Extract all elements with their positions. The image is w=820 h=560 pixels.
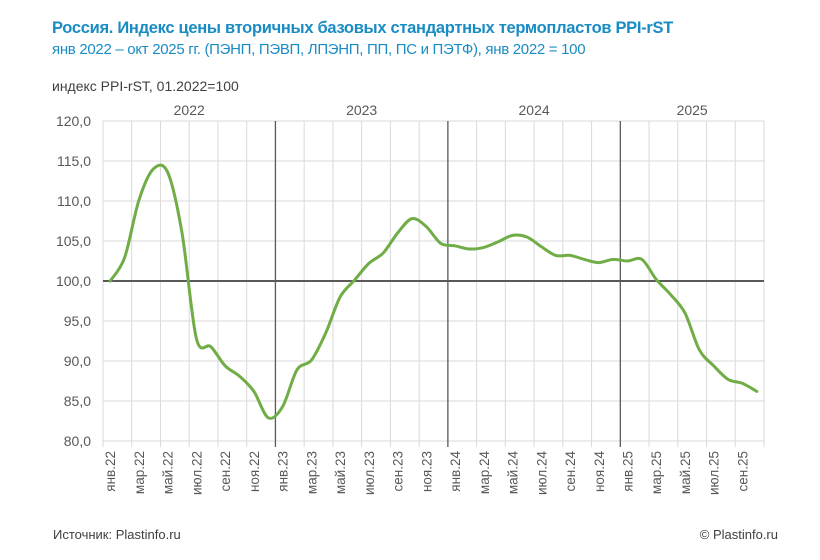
series xyxy=(108,163,759,420)
grid xyxy=(102,120,765,447)
data-point xyxy=(137,199,140,202)
data-point xyxy=(497,240,500,243)
x-tick-label: янв.22 xyxy=(103,451,118,492)
y-tick-label: 120,0 xyxy=(56,113,91,129)
chart-subtitle: янв 2022 – окт 2025 гг. (ПЭНП, ПЭВП, ЛПЭ… xyxy=(52,41,586,58)
data-point xyxy=(698,348,701,351)
data-point xyxy=(224,364,227,367)
data-point xyxy=(324,332,327,335)
y-tick-label: 100,0 xyxy=(56,273,91,289)
data-point xyxy=(597,261,600,264)
x-tick-label: мар.24 xyxy=(477,451,492,495)
copyright-note: © Plastinfo.ru xyxy=(699,527,778,542)
data-point xyxy=(439,242,442,245)
data-point xyxy=(425,225,428,228)
year-label: 2025 xyxy=(677,102,708,118)
data-point xyxy=(339,296,342,299)
y-tick-label: 90,0 xyxy=(64,353,91,369)
chart-title: Россия. Индекс цены вторичных базовых ст… xyxy=(52,19,673,37)
x-tick-label: мар.25 xyxy=(649,451,664,494)
data-point xyxy=(640,258,643,261)
x-tick-label: сен.24 xyxy=(563,451,578,492)
x-tick-label: ноя.22 xyxy=(247,451,262,492)
y-tick-label: 80,0 xyxy=(64,433,91,449)
x-tick-label: мар.23 xyxy=(304,451,319,494)
data-point xyxy=(727,378,730,381)
year-labels: 2022 2023 2024 2025 xyxy=(174,102,708,118)
source-note: Источник: Plastinfo.ru xyxy=(53,527,181,542)
data-point xyxy=(482,246,485,249)
x-tick-label: сен.23 xyxy=(391,451,406,491)
data-point xyxy=(181,232,184,235)
data-point xyxy=(454,244,457,247)
data-point xyxy=(511,234,514,237)
data-point xyxy=(109,280,112,283)
x-tick-label: мар.22 xyxy=(132,451,147,494)
y-tick-label: 105,0 xyxy=(56,233,91,249)
y-axis-caption: индекс PPI-rST, 01.2022=100 xyxy=(52,78,239,94)
data-point xyxy=(123,256,126,259)
data-point xyxy=(353,279,356,282)
data-point xyxy=(525,236,528,239)
data-point xyxy=(626,260,629,263)
data-point xyxy=(166,171,169,174)
data-point xyxy=(569,254,572,257)
data-point xyxy=(683,312,686,315)
data-point xyxy=(540,245,543,248)
data-point xyxy=(295,368,298,371)
year-label: 2024 xyxy=(519,102,550,118)
x-tick-label: июл.22 xyxy=(189,451,204,495)
data-point xyxy=(468,248,471,251)
x-tick-label: ноя.24 xyxy=(592,451,607,493)
data-point xyxy=(252,390,255,393)
y-tick-label: 95,0 xyxy=(64,313,91,329)
data-point xyxy=(310,359,313,362)
x-axis-ticks: янв.22 мар.22 май.22 июл.22 сен.22 ноя.22 янв.… xyxy=(103,451,750,496)
data-point xyxy=(382,252,385,255)
x-tick-label: июл.23 xyxy=(362,451,377,495)
data-point xyxy=(152,168,155,171)
x-tick-label: май.22 xyxy=(161,451,176,494)
data-point xyxy=(755,390,758,393)
data-point xyxy=(712,364,715,367)
y-tick-label: 115,0 xyxy=(57,153,91,169)
y-axis-ticks: 80,0 85,0 90,0 95,0 100,0 105,0 110,0 115,0 120,… xyxy=(56,113,91,449)
data-point xyxy=(281,405,284,408)
data-point xyxy=(554,254,557,257)
x-tick-label: май.23 xyxy=(333,451,348,494)
x-tick-label: май.25 xyxy=(678,451,693,494)
x-tick-label: ноя.23 xyxy=(419,451,434,492)
data-point xyxy=(741,382,744,385)
x-tick-label: янв.25 xyxy=(620,451,635,492)
data-point xyxy=(209,345,212,348)
x-tick-label: сен.22 xyxy=(218,451,233,491)
data-point xyxy=(367,262,370,265)
x-tick-label: июл.24 xyxy=(534,451,549,496)
x-tick-label: янв.23 xyxy=(276,451,291,492)
year-label: 2023 xyxy=(346,102,377,118)
data-point xyxy=(396,232,399,235)
data-point xyxy=(655,278,658,281)
y-tick-label: 85,0 xyxy=(64,393,91,409)
x-tick-label: сен.25 xyxy=(735,451,750,491)
y-tick-label: 110,0 xyxy=(57,193,91,209)
data-point xyxy=(612,258,615,261)
x-tick-label: янв.24 xyxy=(448,451,463,492)
data-point xyxy=(583,258,586,261)
series-line-ppi-rst xyxy=(108,163,759,420)
data-point xyxy=(669,293,672,296)
data-point xyxy=(238,375,241,378)
x-tick-label: май.24 xyxy=(506,451,521,495)
data-point xyxy=(410,217,413,220)
x-tick-label: июл.25 xyxy=(707,451,722,495)
data-point xyxy=(267,416,270,419)
data-point xyxy=(195,337,198,340)
year-label: 2022 xyxy=(174,102,205,118)
